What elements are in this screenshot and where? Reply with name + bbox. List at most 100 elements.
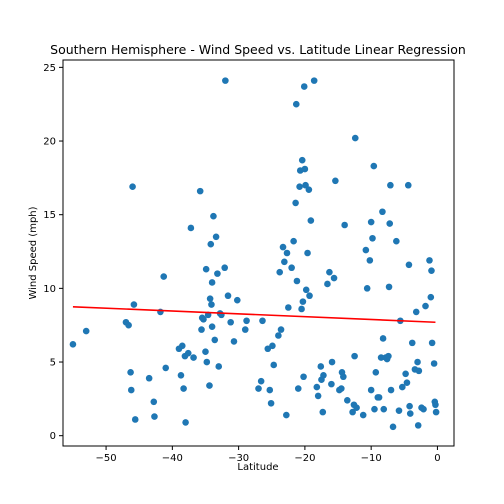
data-point-11 — [151, 413, 158, 420]
data-point-3 — [125, 321, 132, 329]
data-point-117 — [367, 386, 375, 394]
data-point-142 — [403, 379, 411, 386]
data-point-36 — [208, 279, 216, 286]
data-point-70 — [290, 237, 297, 245]
data-point-42 — [215, 363, 223, 370]
data-point-16 — [177, 371, 185, 379]
data-point-94 — [319, 408, 327, 416]
data-point-77 — [298, 305, 305, 313]
data-point-115 — [363, 285, 371, 292]
x-tick-label: 0 — [434, 453, 440, 464]
data-point-155 — [422, 302, 429, 310]
data-point-122 — [372, 369, 380, 376]
data-point-17 — [178, 342, 186, 350]
data-point-65 — [281, 258, 288, 266]
data-point-107 — [344, 397, 351, 404]
y-tick-label: 0 — [50, 431, 56, 442]
data-point-59 — [269, 342, 276, 350]
data-point-118 — [367, 218, 375, 226]
data-point-131 — [385, 352, 392, 360]
data-point-108 — [349, 408, 356, 416]
data-point-152 — [415, 367, 423, 375]
data-point-6 — [129, 183, 136, 190]
data-point-128 — [380, 405, 388, 413]
data-point-78 — [298, 156, 306, 164]
data-point-133 — [386, 220, 394, 227]
data-point-113 — [359, 411, 367, 419]
data-point-110 — [351, 352, 358, 360]
data-point-82 — [301, 165, 309, 173]
data-point-105 — [340, 373, 347, 381]
data-point-151 — [414, 422, 422, 429]
data-point-29 — [202, 265, 210, 273]
data-point-30 — [203, 358, 211, 366]
data-point-114 — [362, 246, 370, 254]
data-point-97 — [326, 268, 333, 276]
data-point-35 — [208, 301, 215, 308]
data-point-88 — [307, 217, 315, 224]
data-point-71 — [292, 199, 299, 207]
data-point-14 — [162, 364, 170, 372]
data-point-38 — [210, 212, 217, 220]
data-point-48 — [227, 318, 234, 326]
data-point-53 — [255, 385, 262, 392]
y-tick-label: 25 — [43, 63, 56, 74]
data-point-86 — [305, 186, 313, 193]
data-point-75 — [296, 183, 303, 190]
regression-line-group — [72, 305, 436, 324]
x-tick-label: −40 — [162, 453, 183, 464]
data-point-64 — [279, 243, 287, 251]
data-point-111 — [351, 134, 359, 142]
data-point-39 — [211, 336, 219, 344]
data-point-99 — [328, 358, 336, 366]
data-point-138 — [395, 407, 403, 414]
data-point-106 — [341, 221, 348, 229]
data-point-84 — [302, 286, 310, 294]
data-point-92 — [317, 363, 325, 370]
data-point-54 — [257, 377, 265, 385]
data-point-20 — [182, 419, 189, 426]
data-point-121 — [371, 405, 378, 413]
x-axis-label: Latitude — [237, 462, 278, 473]
data-point-163 — [432, 408, 440, 416]
data-point-98 — [328, 380, 335, 388]
data-point-51 — [241, 326, 249, 333]
data-point-162 — [432, 401, 439, 409]
data-point-74 — [294, 385, 302, 392]
data-point-60 — [270, 361, 278, 369]
data-point-32 — [206, 382, 213, 389]
data-point-134 — [387, 181, 394, 189]
data-point-55 — [259, 317, 266, 325]
data-point-159 — [428, 339, 436, 347]
data-point-156 — [426, 257, 433, 264]
y-tick-label: 15 — [43, 210, 56, 221]
data-point-41 — [214, 270, 221, 277]
data-point-141 — [402, 370, 409, 378]
data-point-137 — [393, 237, 400, 245]
data-point-27 — [200, 316, 207, 323]
y-axis-ticks: 0 5 10 15 20 25 — [43, 63, 63, 442]
data-point-119 — [369, 234, 376, 242]
data-point-144 — [405, 261, 413, 269]
data-point-103 — [338, 385, 345, 392]
data-point-95 — [320, 371, 327, 379]
data-point-100 — [330, 274, 338, 282]
data-point-50 — [233, 296, 241, 304]
data-point-25 — [198, 326, 205, 333]
x-tick-label: −50 — [96, 453, 117, 464]
x-tick-label: −10 — [361, 453, 382, 464]
data-point-52 — [243, 317, 250, 325]
data-point-126 — [379, 208, 386, 216]
data-point-13 — [160, 273, 168, 280]
data-point-62 — [276, 268, 284, 276]
data-point-46 — [222, 77, 229, 84]
data-point-124 — [375, 394, 383, 401]
data-point-22 — [187, 224, 195, 232]
data-point-135 — [387, 386, 395, 394]
data-point-73 — [293, 277, 301, 285]
data-point-10 — [150, 398, 158, 406]
data-point-0 — [69, 341, 77, 348]
data-point-146 — [406, 410, 414, 417]
data-points — [69, 77, 440, 431]
